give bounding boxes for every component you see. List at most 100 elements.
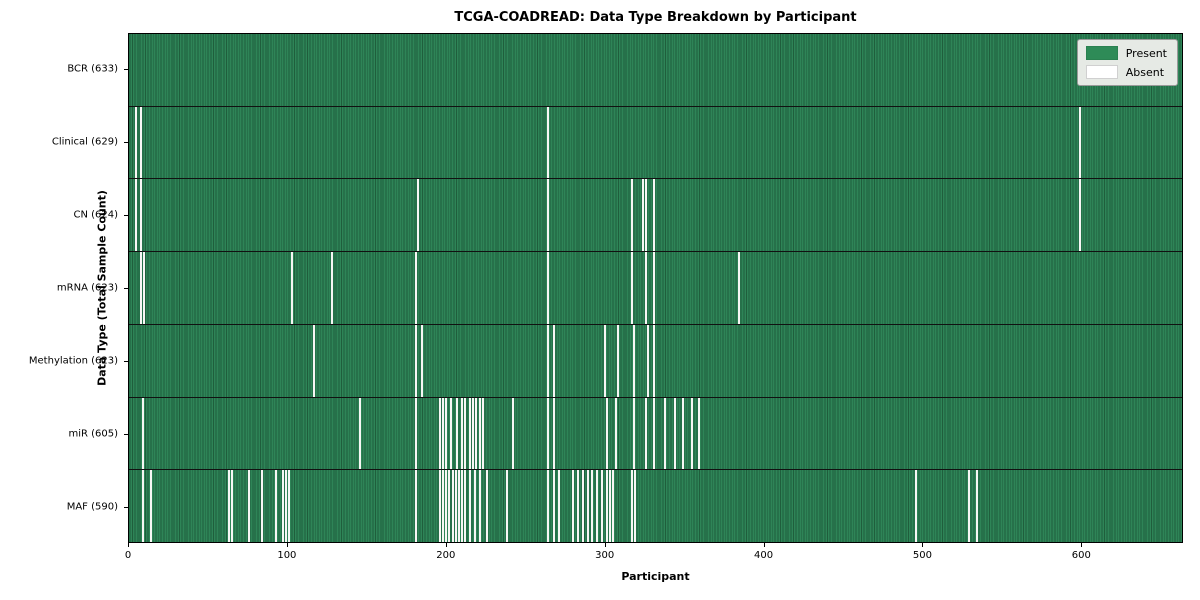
absent-line bbox=[445, 470, 448, 543]
absent-line bbox=[359, 397, 362, 470]
xtick-mark bbox=[922, 543, 924, 547]
absent-line bbox=[653, 179, 656, 252]
absent-line bbox=[442, 397, 444, 470]
ytick-label: CN (624) bbox=[73, 209, 118, 221]
absent-line bbox=[546, 397, 549, 470]
ytick-mark bbox=[124, 69, 128, 71]
absent-line bbox=[287, 470, 290, 543]
absent-line bbox=[546, 106, 549, 179]
xtick-label: 500 bbox=[912, 550, 932, 561]
absent-line bbox=[646, 324, 649, 397]
x-axis-title: Participant bbox=[621, 570, 690, 583]
absent-line bbox=[478, 470, 481, 543]
absent-line bbox=[553, 324, 556, 397]
absent-line bbox=[697, 397, 700, 470]
absent-line bbox=[645, 179, 648, 252]
xtick-label: 600 bbox=[1071, 550, 1091, 561]
absent-line bbox=[605, 397, 608, 470]
absent-line bbox=[631, 252, 634, 324]
absent-line bbox=[141, 470, 144, 543]
absent-line bbox=[681, 397, 684, 470]
xtick-label: 400 bbox=[753, 550, 774, 561]
absent-line bbox=[608, 470, 611, 543]
absent-line bbox=[737, 252, 740, 324]
legend-label-absent: Absent bbox=[1125, 65, 1165, 79]
ytick-label: miR (605) bbox=[68, 428, 118, 440]
absent-line bbox=[1079, 179, 1082, 252]
absent-line bbox=[632, 397, 635, 470]
absent-line bbox=[664, 397, 667, 470]
absent-line bbox=[416, 179, 419, 252]
xtick-mark bbox=[445, 543, 447, 547]
ytick-mark bbox=[124, 215, 128, 217]
absent-line bbox=[600, 470, 603, 543]
absent-line bbox=[572, 470, 575, 543]
absent-line bbox=[141, 397, 144, 470]
absent-line bbox=[414, 252, 417, 324]
absent-line bbox=[313, 324, 316, 397]
absent-line bbox=[653, 252, 656, 324]
row-bcr bbox=[129, 34, 1182, 107]
absent-line bbox=[457, 470, 460, 543]
row-methylation bbox=[129, 324, 1182, 398]
ytick-label: mRNA (623) bbox=[56, 282, 118, 294]
plot-area bbox=[128, 33, 1183, 543]
absent-line bbox=[260, 470, 263, 543]
legend-label-present: Present bbox=[1125, 46, 1167, 60]
ytick-label: BCR (633) bbox=[67, 63, 118, 75]
absent-line bbox=[605, 470, 608, 543]
legend-item-absent: Absent bbox=[1085, 65, 1167, 79]
legend: Present Absent bbox=[1076, 39, 1178, 86]
absent-line bbox=[553, 470, 556, 543]
absent-line bbox=[557, 470, 560, 543]
absent-line bbox=[631, 470, 634, 543]
absent-line bbox=[604, 324, 607, 397]
xtick-label: 300 bbox=[595, 550, 615, 561]
absent-line bbox=[275, 470, 278, 543]
absent-line bbox=[448, 470, 451, 543]
legend-item-present: Present bbox=[1085, 46, 1167, 60]
absent-line bbox=[414, 324, 417, 397]
absent-line bbox=[481, 397, 484, 470]
ytick-mark bbox=[124, 360, 128, 362]
absent-line bbox=[464, 470, 467, 543]
ytick-label: Methylation (623) bbox=[28, 355, 118, 367]
present-swatch-icon bbox=[1085, 46, 1118, 60]
absent-line bbox=[143, 252, 146, 324]
xtick-label: 100 bbox=[277, 550, 297, 561]
absent-line bbox=[248, 470, 251, 543]
absent-line bbox=[469, 397, 471, 470]
absent-line bbox=[546, 324, 549, 397]
absent-line bbox=[673, 397, 676, 470]
absent-line bbox=[140, 179, 143, 252]
absent-line bbox=[227, 470, 230, 543]
absent-line bbox=[442, 470, 444, 543]
absent-line bbox=[586, 470, 589, 543]
absent-line bbox=[281, 470, 284, 543]
row-clinical bbox=[129, 106, 1182, 180]
absent-line bbox=[456, 397, 459, 470]
ytick-mark bbox=[124, 142, 128, 144]
absent-line bbox=[546, 470, 549, 543]
absent-line bbox=[505, 470, 508, 543]
absent-line bbox=[414, 470, 417, 543]
absent-line bbox=[691, 397, 694, 470]
absent-line bbox=[634, 470, 637, 543]
absent-line bbox=[230, 470, 233, 543]
row-cn bbox=[129, 179, 1182, 253]
absent-line bbox=[461, 397, 464, 470]
ytick-label: MAF (590) bbox=[66, 501, 118, 513]
y-axis: BCR (633) Clinical (629) CN (624) mRNA (623… bbox=[0, 33, 128, 543]
absent-swatch-icon bbox=[1085, 65, 1118, 79]
absent-line bbox=[645, 252, 648, 324]
row-maf bbox=[129, 470, 1182, 543]
absent-line bbox=[615, 397, 618, 470]
xtick-label: 0 bbox=[124, 550, 132, 561]
absent-line bbox=[546, 179, 549, 252]
absent-line bbox=[284, 470, 287, 543]
absent-line bbox=[1079, 106, 1082, 179]
ytick-mark bbox=[124, 433, 128, 435]
absent-line bbox=[140, 252, 143, 324]
absent-line bbox=[445, 397, 448, 470]
